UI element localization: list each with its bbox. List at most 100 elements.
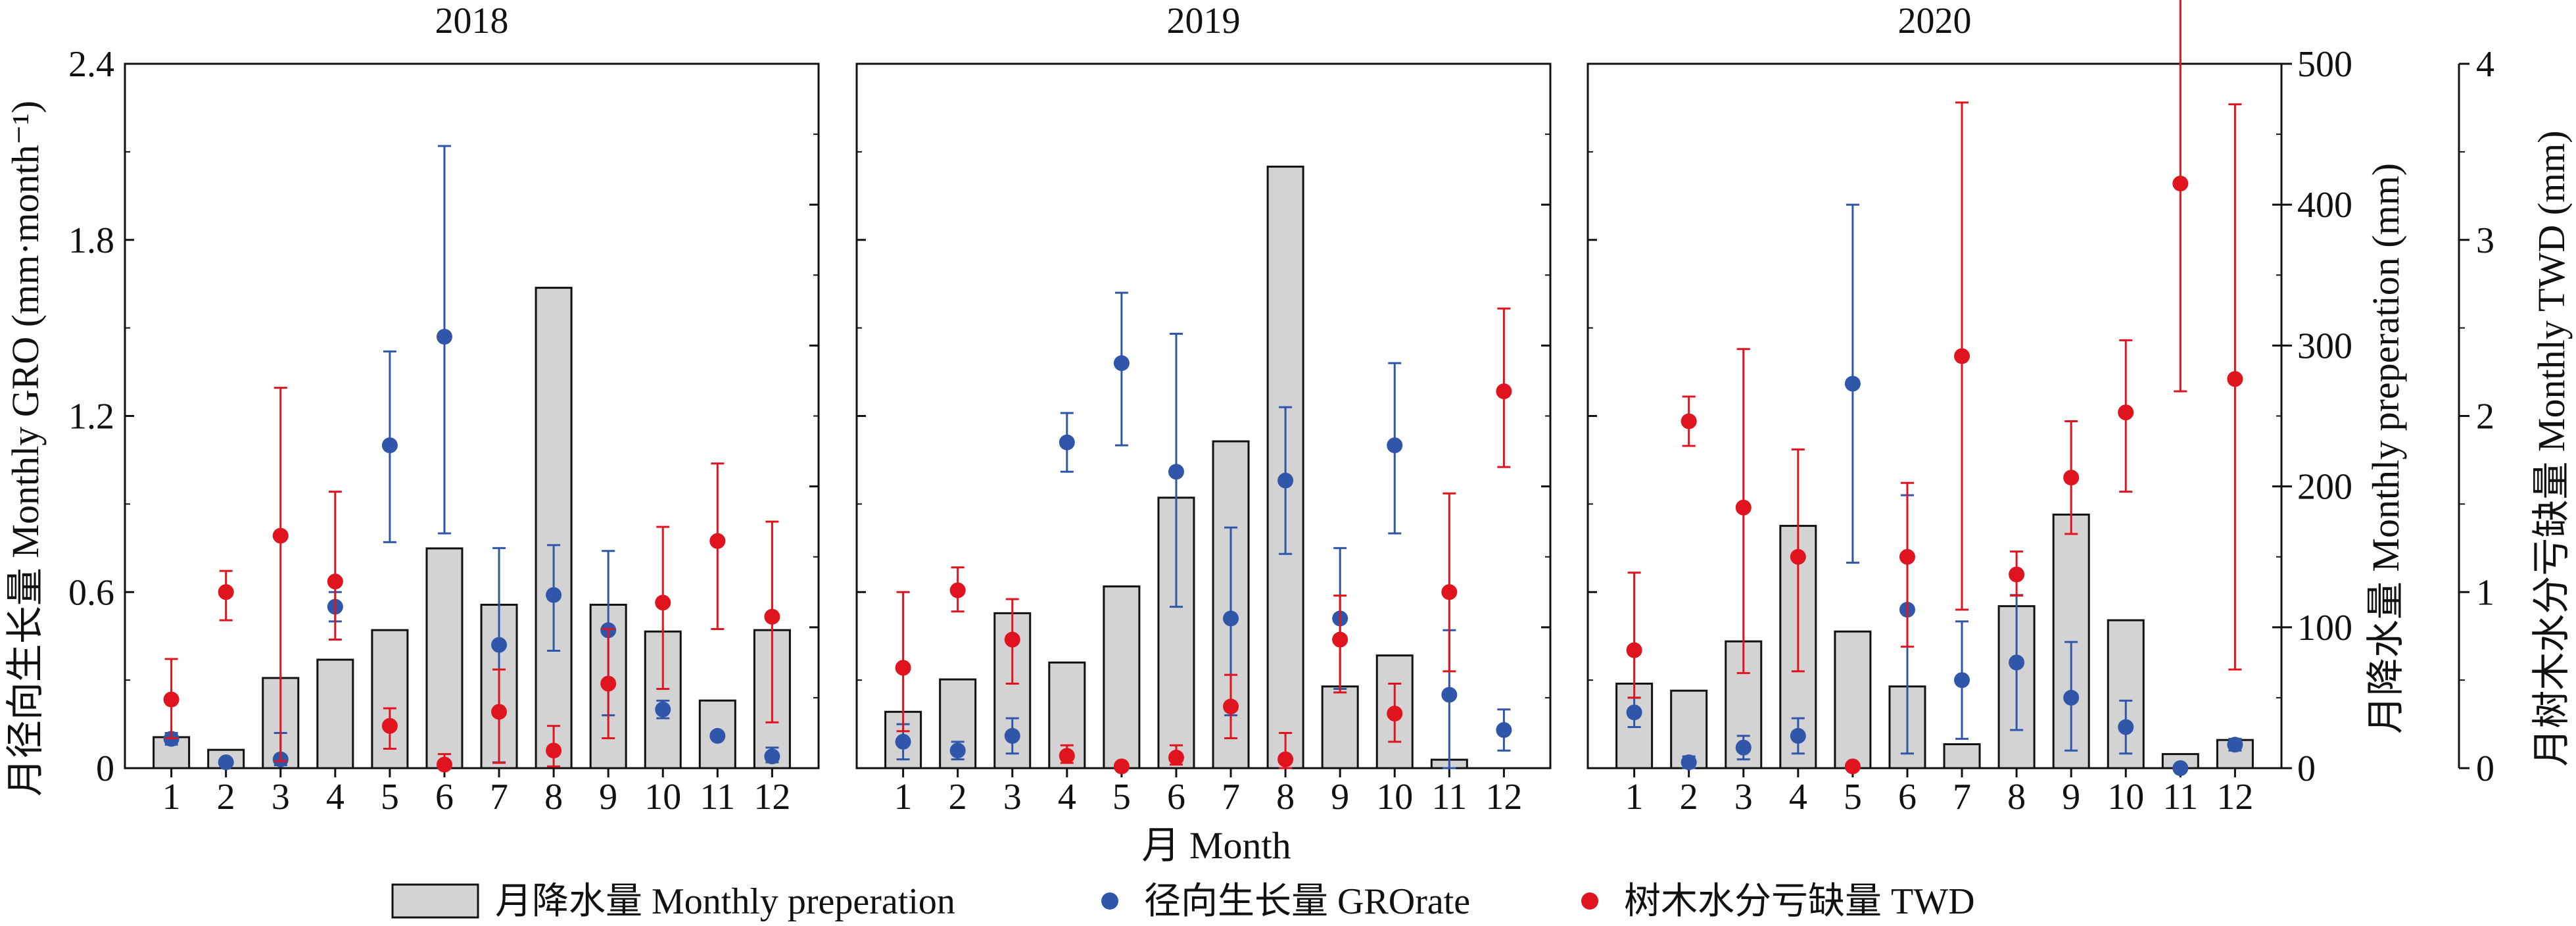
x-tick-label: 7: [1222, 777, 1240, 817]
twd-point: [491, 704, 508, 720]
y-tick-label-gro: 1.2: [68, 397, 114, 437]
x-tick-label: 2: [1680, 777, 1698, 817]
y-tick-label-precipitation: 400: [2297, 185, 2352, 226]
gro-point: [895, 733, 911, 750]
x-tick-label: 12: [2216, 777, 2253, 817]
x-tick-label: 11: [1431, 777, 1467, 817]
x-tick-label: 6: [1898, 777, 1917, 817]
twd-point: [1168, 749, 1184, 766]
gro-point: [1496, 721, 1512, 738]
twd-point: [1387, 705, 1403, 721]
gro-point: [1387, 437, 1403, 454]
x-tick-label: 10: [644, 777, 681, 817]
plot-frame: [124, 62, 820, 769]
twd-point: [546, 743, 562, 759]
twd-point: [1954, 348, 1970, 364]
y-tick-label-precipitation: 0: [2297, 748, 2316, 789]
x-tick-label: 2: [949, 777, 967, 817]
gro-point: [1626, 704, 1642, 721]
gro-point: [546, 587, 562, 603]
x-tick-label: 5: [381, 777, 399, 817]
gro-point: [1168, 464, 1184, 480]
gro-point: [1004, 727, 1020, 744]
y-axis-title-gro: 月径向生长量 Monthly GRO (mm·month⁻¹): [4, 101, 47, 796]
x-tick-label: 6: [1167, 777, 1185, 817]
y-axis-title-precipitation: 月降水量 Monthly preperation (mm): [2364, 163, 2407, 734]
twd-point: [1277, 751, 1294, 768]
x-tick-label: 7: [1953, 777, 1971, 817]
twd-point: [1059, 748, 1075, 764]
twd-point: [2172, 176, 2189, 192]
x-tick-label: 3: [1734, 777, 1753, 817]
x-tick-label: 10: [2107, 777, 2144, 817]
twd-point: [163, 691, 179, 708]
twd-point: [1496, 383, 1512, 400]
x-tick-label: 1: [162, 777, 181, 817]
y-tick-label-precipitation: 500: [2297, 44, 2352, 85]
twd-point: [655, 595, 671, 611]
x-tick-label: 9: [2062, 777, 2080, 817]
twd-point: [327, 573, 343, 590]
twd-point: [1626, 642, 1642, 658]
twd-point: [1004, 631, 1020, 648]
x-tick-label: 5: [1112, 777, 1131, 817]
gro-point: [709, 727, 726, 744]
x-tick-label: 2: [217, 777, 235, 817]
gro-point: [1113, 355, 1130, 372]
legend-precipitation-label: 月降水量 Monthly preperation: [495, 881, 955, 922]
y-tick-label-twd: 0: [2476, 748, 2494, 789]
gro-point: [1844, 376, 1861, 392]
twd-point: [436, 756, 452, 773]
twd-point: [1113, 758, 1130, 775]
gro-point: [436, 329, 452, 345]
x-axis-title: 月 Month: [1141, 824, 1291, 867]
twd-point: [1735, 499, 1752, 516]
x-tick-label: 6: [435, 777, 454, 817]
twd-point: [1899, 548, 1915, 565]
twd-point: [2063, 470, 2080, 486]
twd-point: [1332, 631, 1348, 648]
gro-point: [491, 637, 508, 653]
x-tick-label: 10: [1376, 777, 1413, 817]
gro-point: [1441, 687, 1458, 703]
twd-point: [1790, 548, 1806, 565]
panel-title: 2018: [435, 1, 509, 41]
legend-precipitation-swatch: [391, 883, 479, 919]
plot-frame: [855, 62, 1552, 769]
x-tick-label: 12: [1485, 777, 1522, 817]
gro-point: [2227, 737, 2243, 753]
precipitation-bar: [535, 287, 573, 769]
y-tick-label-gro: 0: [96, 748, 114, 789]
gro-point: [1735, 739, 1752, 756]
legend-twd-label: 树木水分亏缺量 TWD: [1624, 881, 1975, 922]
twd-point: [709, 533, 726, 549]
twd-point: [2009, 566, 2025, 583]
x-tick-label: 9: [1331, 777, 1349, 817]
gro-point: [1059, 434, 1075, 451]
y-tick-label-precipitation: 100: [2297, 608, 2352, 648]
panel-title: 2019: [1167, 1, 1241, 41]
gro-point: [655, 701, 671, 718]
gro-point: [764, 748, 780, 765]
x-tick-label: 8: [544, 777, 563, 817]
twd-point: [272, 527, 289, 544]
y-tick-label-twd: 4: [2476, 44, 2494, 85]
x-tick-label: 4: [326, 777, 345, 817]
twd-point: [1441, 584, 1458, 600]
x-tick-label: 12: [753, 777, 790, 817]
x-tick-label: 8: [2007, 777, 2026, 817]
gro-point: [1277, 472, 1294, 489]
precipitation-bar: [1834, 630, 1872, 769]
x-tick-label: 11: [2162, 777, 2198, 817]
gro-point: [1790, 727, 1806, 744]
twd-axis: 0 1 2 3 4: [2458, 44, 2494, 789]
twd-point: [2227, 371, 2243, 387]
panel-title: 2020: [1898, 1, 1972, 41]
gro-point: [2118, 719, 2134, 735]
gro-point: [381, 437, 398, 454]
x-tick-label: 7: [490, 777, 508, 817]
y-tick-label-precipitation: 200: [2297, 467, 2352, 508]
